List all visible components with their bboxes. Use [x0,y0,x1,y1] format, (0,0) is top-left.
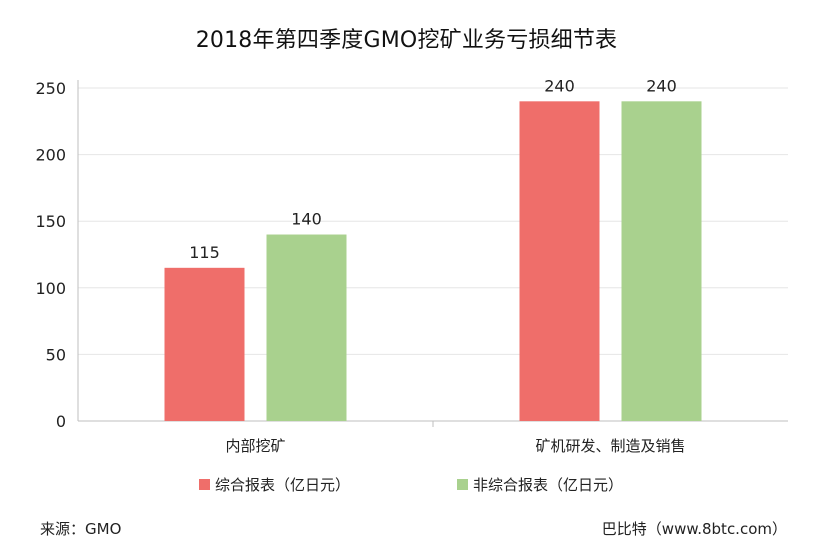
data-label: 140 [291,210,322,229]
legend-label: 非综合报表（亿日元） [473,476,623,494]
bar [519,101,600,421]
x-tick-label: 内部挖矿 [225,437,285,455]
data-label: 240 [646,76,677,95]
y-tick-label: 50 [46,345,66,364]
legend: 综合报表（亿日元） 非综合报表（亿日元） [199,476,623,494]
legend-swatch [199,479,210,490]
y-tick-label: 0 [56,412,66,431]
data-labels: 115 140 240 240 [189,76,677,262]
y-tick-label: 150 [35,212,66,231]
bar [164,267,245,421]
source-note: 来源：GMO [40,520,122,538]
axes: 0 50 100 150 200 250 内部挖矿 矿机研发、制造及销售 [35,79,788,455]
data-label: 115 [189,243,220,262]
credit-note: 巴比特（www.8btc.com） [601,520,787,538]
legend-swatch [457,479,468,490]
legend-label: 综合报表（亿日元） [215,476,350,494]
bar [266,234,347,421]
bar [621,101,702,421]
chart-title: 2018年第四季度GMO挖矿业务亏损细节表 [195,28,618,53]
y-tick-label: 100 [35,279,66,298]
x-tick-label: 矿机研发、制造及销售 [535,437,685,455]
bars [164,101,702,421]
y-tick-label: 200 [35,146,66,165]
y-tick-label: 250 [35,79,66,98]
data-label: 240 [544,76,575,95]
